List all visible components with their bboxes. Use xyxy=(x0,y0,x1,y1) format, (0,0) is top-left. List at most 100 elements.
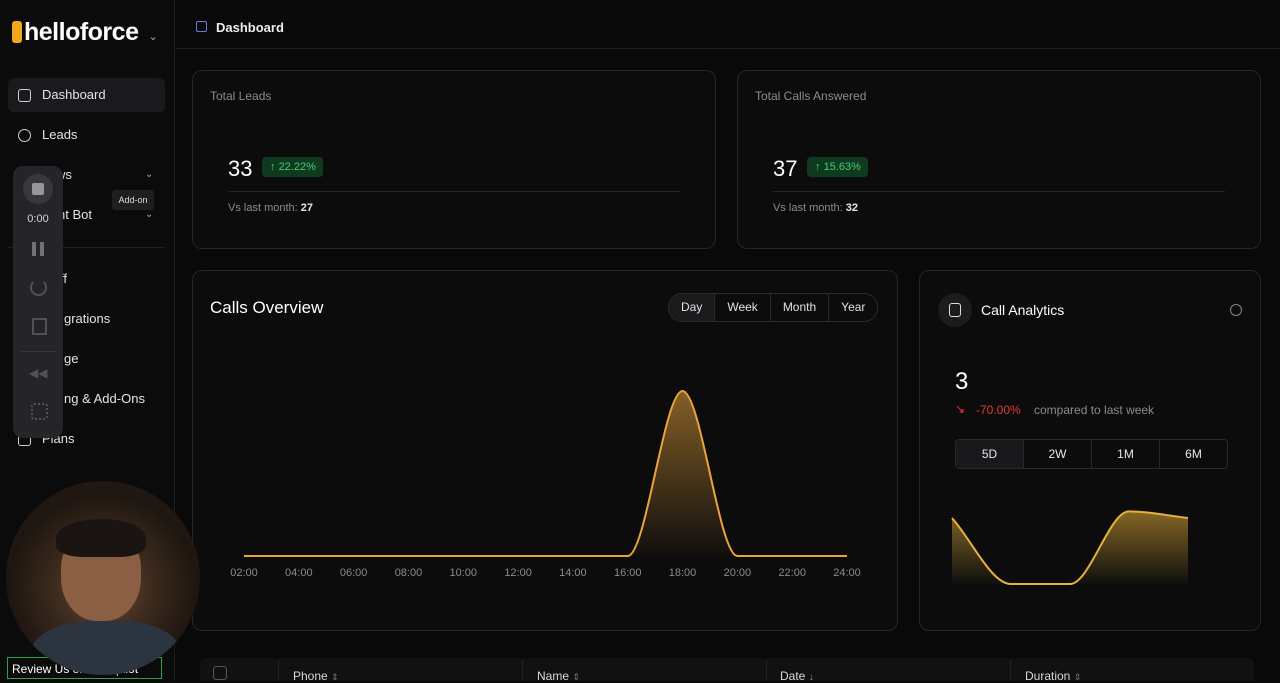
change-badge: ↑ 15.63% xyxy=(807,157,868,177)
analytics-chart xyxy=(951,510,1189,585)
x-tick-label: 24:00 xyxy=(833,567,861,579)
compare: Vs last month: 32 xyxy=(773,202,858,214)
card-title: Calls Overview xyxy=(210,298,324,317)
nav-item[interactable]: grations xyxy=(8,302,165,336)
tab[interactable]: Year xyxy=(828,294,877,321)
webcam-hair xyxy=(56,519,146,557)
brand[interactable]: helloforce ⌄ xyxy=(12,18,158,47)
x-tick-label: 02:00 xyxy=(230,567,258,579)
tab[interactable]: 1M xyxy=(1091,440,1159,468)
calls-overview-card: Calls Overview Day Week Month Year 02:00… xyxy=(192,270,898,631)
period-tabs: Day Week Month Year xyxy=(668,293,879,322)
nav-icon xyxy=(18,89,31,102)
nav-label: ng & Add-Ons xyxy=(64,391,145,406)
column-header[interactable]: Date ↓ xyxy=(780,669,814,683)
stat-card: Total Calls Answered 37 ↑ 15.63% Vs last… xyxy=(737,70,1261,249)
x-tick-label: 08:00 xyxy=(395,567,423,579)
tooltip: Add-on xyxy=(112,190,154,210)
phone-glyph xyxy=(949,303,961,317)
nav-item[interactable]: nt Bot ⌄ xyxy=(8,198,165,232)
nav-label: nt Bot xyxy=(58,207,92,222)
x-tick-label: 12:00 xyxy=(504,567,532,579)
nav-item[interactable]: ff xyxy=(8,262,165,296)
breadcrumb[interactable]: Dashboard xyxy=(216,20,284,35)
delete-icon[interactable] xyxy=(32,318,47,335)
area xyxy=(952,511,1188,584)
divider xyxy=(228,191,680,192)
compare-label: Vs last month: xyxy=(228,202,298,214)
stop-button[interactable] xyxy=(23,174,53,204)
analytics-total: 3 xyxy=(955,368,969,395)
column-label: Duration xyxy=(1025,669,1071,683)
column-header[interactable]: Name ⇕ xyxy=(537,669,580,683)
x-tick-label: 18:00 xyxy=(669,567,697,579)
stat-title: Total Leads xyxy=(210,89,272,103)
compare-value: 27 xyxy=(300,202,314,214)
tab[interactable]: 2W xyxy=(1023,440,1091,468)
pause-icon[interactable] xyxy=(32,242,36,256)
top-bar: Dashboard xyxy=(175,0,1280,49)
home-icon xyxy=(196,21,207,32)
column-header[interactable]: Phone ⇕ xyxy=(293,669,339,683)
info-icon[interactable] xyxy=(1230,304,1242,316)
nav-label: ge xyxy=(64,351,79,366)
nav-item[interactable]: Dashboard xyxy=(8,78,165,112)
recorder-panel: 0:00 ◀◀ xyxy=(13,166,63,438)
tab[interactable]: Month xyxy=(769,294,828,321)
nav-label: Leads xyxy=(42,127,78,142)
column-separator xyxy=(1010,660,1011,681)
brand-name: helloforce xyxy=(24,18,139,46)
column-label: Phone xyxy=(293,669,328,683)
change-badge: ↑ 22.22% xyxy=(262,157,323,177)
line xyxy=(244,389,847,557)
calls-chart: 02:00 04:00 06:00 08:00 10:00 12:00 14:00 16:00… xyxy=(230,389,861,579)
analytics-note: compared to last week xyxy=(1034,403,1155,417)
rewind-icon[interactable]: ◀◀ xyxy=(29,366,48,380)
brand-icon xyxy=(12,21,22,43)
nav-label: ff xyxy=(60,271,67,286)
chevron: ⌄ xyxy=(145,209,154,220)
tab[interactable]: Day xyxy=(669,294,715,321)
restart-icon[interactable] xyxy=(30,279,47,296)
webcam-bubble xyxy=(6,481,200,675)
nav-label: grations xyxy=(64,311,111,326)
x-tick-label: 16:00 xyxy=(614,567,642,579)
tab[interactable]: 5D xyxy=(956,440,1023,468)
x-tick-label: 10:00 xyxy=(450,567,478,579)
nav-item[interactable]: ng & Add-Ons xyxy=(8,382,165,416)
x-tick-label: 04:00 xyxy=(285,567,313,579)
nav-item[interactable]: ge xyxy=(8,342,165,376)
separator xyxy=(21,351,55,352)
tab[interactable]: 6M xyxy=(1159,440,1227,468)
x-tick-label: 14:00 xyxy=(559,567,587,579)
call-analytics-card: Call Analytics 3 ↘ -70.00% compared to l… xyxy=(919,270,1261,631)
nav-label: Dashboard xyxy=(42,87,106,102)
change-value: 22.22% xyxy=(278,161,316,173)
select-all-checkbox[interactable] xyxy=(213,666,227,680)
chevron: ⌄ xyxy=(145,169,154,180)
card-title: Call Analytics xyxy=(981,302,1065,318)
column-label: Date xyxy=(780,669,806,683)
stat-value: 37 xyxy=(773,156,798,181)
grid-icon[interactable] xyxy=(31,403,48,420)
x-tick-label: 06:00 xyxy=(340,567,368,579)
column-separator xyxy=(766,660,767,681)
range-tabs: 5D 2W 1M 6M xyxy=(955,439,1228,469)
brand-chevron[interactable]: ⌄ xyxy=(148,31,158,43)
tab[interactable]: Week xyxy=(714,294,769,321)
nav-item[interactable]: Leads xyxy=(8,118,165,152)
change-value: 15.63% xyxy=(823,161,861,173)
table-header xyxy=(200,658,1254,681)
x-tick-label: 20:00 xyxy=(724,567,752,579)
timer: 0:00 xyxy=(27,213,49,225)
column-header[interactable]: Duration ⇕ xyxy=(1025,669,1082,683)
compare-label: Vs last month: xyxy=(773,202,843,214)
stop-icon xyxy=(32,183,44,195)
area xyxy=(244,391,847,556)
pause-icon[interactable] xyxy=(40,242,44,256)
column-separator xyxy=(522,660,523,681)
webcam-shirt xyxy=(31,621,181,675)
phone-icon xyxy=(938,293,972,327)
